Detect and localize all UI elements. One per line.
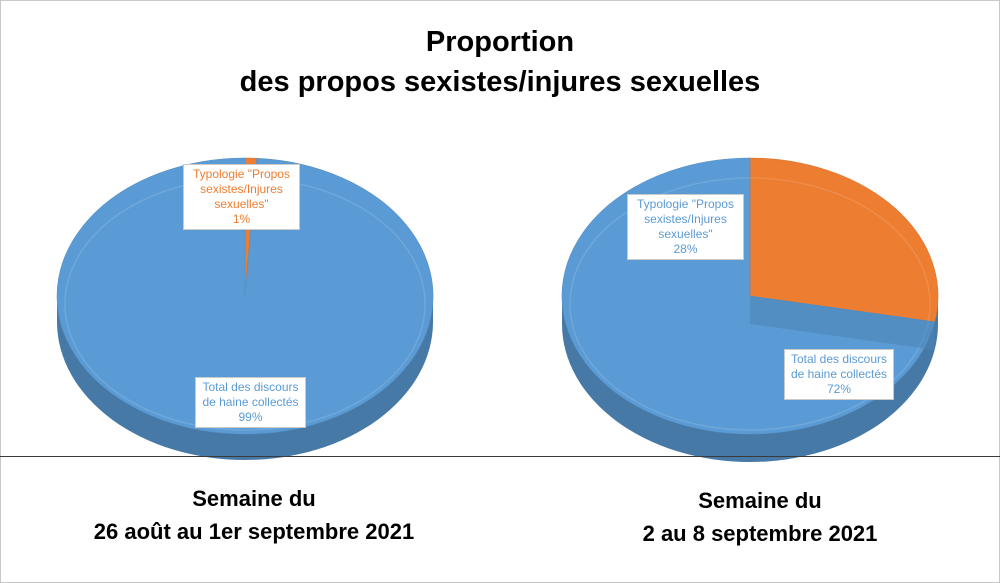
chart-title: Proportion des propos sexistes/injures s… [0,22,1000,102]
data-label-left-total: Total des discours de haine collectés 99… [195,377,306,428]
title-line-2: des propos sexistes/injures sexuelles [239,66,761,98]
caption-week-2: Semaine du 2 au 8 septembre 2021 [642,488,878,546]
pie-cut-wall-2 [750,296,935,350]
pie-slice-2-sexist [749,157,939,323]
title-line-1: Proportion [425,26,575,58]
data-label-right-total: Total des discours de haine collectés 72… [784,349,894,400]
pie-side-1 [57,296,433,460]
pie-slice-1-total [56,157,434,435]
baseline-divider [0,456,1000,457]
data-label-right-sexist: Typologie "Propos sexistes/Injures sexue… [627,194,744,260]
data-label-left-sexist: Typologie "Propos sexistes/Injures sexue… [183,164,300,230]
pie-side-2 [562,296,938,462]
pie-chart-2 [561,157,939,462]
caption-week-1: Semaine du 26 août au 1er septembre 2021 [93,486,415,544]
pie-highlight-2 [569,177,931,431]
